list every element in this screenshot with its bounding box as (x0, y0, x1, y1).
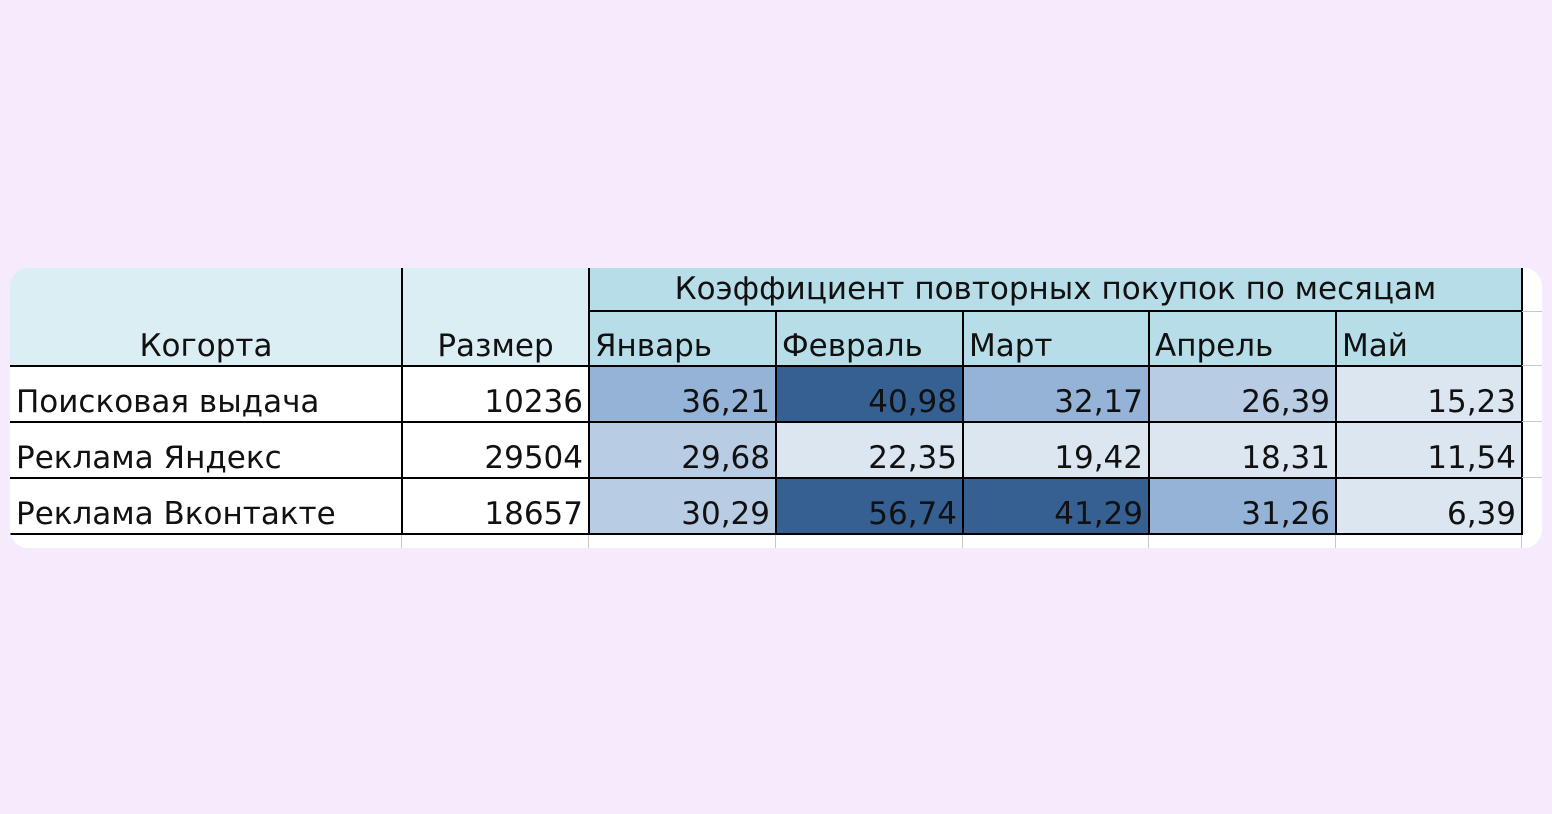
cohort-retention-table: Когорта Размер Коэффициент повторных пок… (10, 268, 1542, 548)
header-month-march: Март (963, 311, 1149, 366)
spreadsheet-gridline (1522, 365, 1542, 366)
spreadsheet-gridline (1148, 535, 1149, 548)
header-month-january: Январь (589, 311, 776, 366)
spreadsheet-gridline (1522, 421, 1542, 422)
row-2-may: 11,54 (1336, 422, 1522, 478)
header-size: Размер (402, 268, 589, 366)
spreadsheet-gridline (1522, 477, 1542, 478)
spreadsheet-gridline (1521, 535, 1522, 548)
grid-line-horizontal (10, 365, 1522, 367)
row-1-march: 32,17 (963, 366, 1149, 422)
table-card: Когорта Размер Коэффициент повторных пок… (10, 268, 1542, 548)
row-1-size: 10236 (484, 384, 583, 420)
grid-line-vertical (1148, 311, 1150, 535)
row-2-april: 18,31 (1149, 422, 1336, 478)
spreadsheet-gridline (775, 535, 776, 548)
row-1-may: 15,23 (1336, 366, 1522, 422)
row-2-size: 29504 (484, 440, 583, 476)
header-group-title: Коэффициент повторных покупок по месяцам (589, 268, 1522, 311)
row-2-march: 19,42 (963, 422, 1149, 478)
spreadsheet-gridline (1522, 311, 1542, 312)
row-1-april: 26,39 (1149, 366, 1336, 422)
row-1-cohort: Поисковая выдача (16, 384, 320, 420)
row-3-january: 30,29 (589, 478, 776, 534)
header-month-april: Апрель (1149, 311, 1336, 366)
header-cohort: Когорта (10, 268, 402, 366)
row-3-february: 56,74 (776, 478, 963, 534)
grid-line-vertical (401, 268, 403, 535)
grid-line-horizontal (10, 533, 1522, 535)
row-3-size: 18657 (484, 496, 583, 532)
spreadsheet-gridline (401, 535, 402, 548)
row-1-february: 40,98 (776, 366, 963, 422)
grid-line-horizontal (10, 477, 1522, 479)
grid-line-vertical (775, 311, 777, 535)
spreadsheet-gridline (588, 535, 589, 548)
header-month-february: Февраль (776, 311, 963, 366)
row-2-february: 22,35 (776, 422, 963, 478)
row-3-cohort: Реклама Вконтакте (16, 496, 336, 532)
row-3-april: 31,26 (1149, 478, 1336, 534)
row-3-may: 6,39 (1336, 478, 1522, 534)
row-2-january: 29,68 (589, 422, 776, 478)
header-month-may: Май (1336, 311, 1522, 366)
grid-line-vertical (962, 311, 964, 535)
row-2-cohort: Реклама Яндекс (16, 440, 282, 476)
grid-line-vertical (588, 268, 590, 535)
row-1-january: 36,21 (589, 366, 776, 422)
grid-line-vertical (1335, 311, 1337, 535)
spreadsheet-gridline (962, 535, 963, 548)
grid-line-horizontal (589, 310, 1522, 312)
row-3-march: 41,29 (963, 478, 1149, 534)
grid-line-horizontal (10, 421, 1522, 423)
grid-line-vertical (1521, 268, 1523, 535)
spreadsheet-gridline (1335, 535, 1336, 548)
